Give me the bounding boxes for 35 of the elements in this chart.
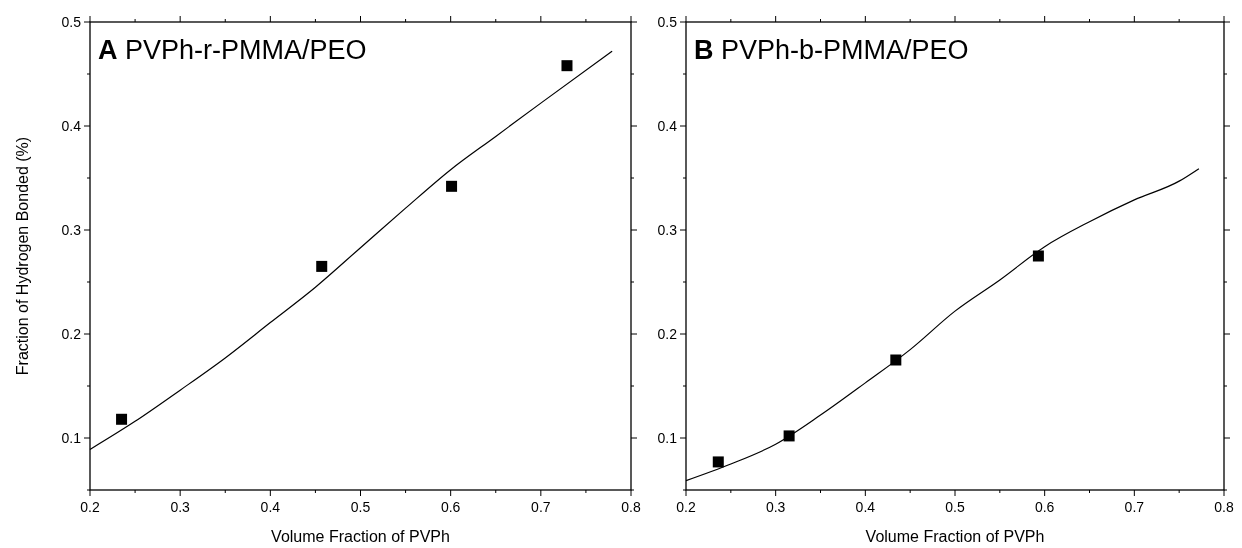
- y-tick-label: 0.5: [61, 14, 82, 30]
- y-tick-label: 0.2: [657, 326, 678, 342]
- y-tick-label: 0.1: [657, 430, 678, 446]
- x-tick-label: 0.2: [676, 499, 696, 515]
- x-tick-label: 0.8: [1214, 499, 1234, 515]
- x-tick-label: 0.2: [80, 499, 100, 515]
- x-tick-label: 0.7: [531, 499, 551, 515]
- x-axis-title: Volume Fraction of PVPh: [865, 528, 1045, 545]
- y-tick-label: 0.3: [657, 222, 678, 238]
- y-tick-label: 0.4: [61, 118, 82, 134]
- y-tick-label: 0.2: [61, 326, 82, 342]
- x-tick-label: 0.3: [765, 499, 786, 515]
- x-tick-label: 0.6: [1034, 499, 1055, 515]
- x-tick-label: 0.5: [350, 499, 371, 515]
- point: [1032, 250, 1044, 262]
- y-tick-label: 0.5: [657, 14, 678, 30]
- x-tick-label: 0.3: [170, 499, 191, 515]
- x-tick-label: 0.8: [621, 499, 641, 515]
- x-tick-label: 0.5: [945, 499, 965, 515]
- x-tick-label: 0.4: [260, 499, 281, 515]
- y-tick-label: 0.4: [657, 118, 678, 134]
- x-tick-label: 0.4: [855, 499, 876, 515]
- y-tick-label: 0.3: [61, 222, 82, 238]
- x-axis-title: Volume Fraction of PVPh: [271, 528, 450, 545]
- text: A PVPh-r-PMMA/PEO: [98, 35, 367, 65]
- y-axis-title: Fraction of Hydrogen Bonded (%): [14, 136, 31, 376]
- text: B PVPh-b-PMMA/PEO: [694, 35, 969, 65]
- point: [116, 413, 128, 425]
- y-tick-label: 0.1: [61, 430, 82, 446]
- point: [712, 456, 724, 468]
- point: [316, 260, 328, 272]
- x-tick-label: 0.6: [440, 499, 461, 515]
- point: [446, 180, 458, 192]
- point: [561, 60, 573, 72]
- x-tick-label: 0.7: [1124, 499, 1145, 515]
